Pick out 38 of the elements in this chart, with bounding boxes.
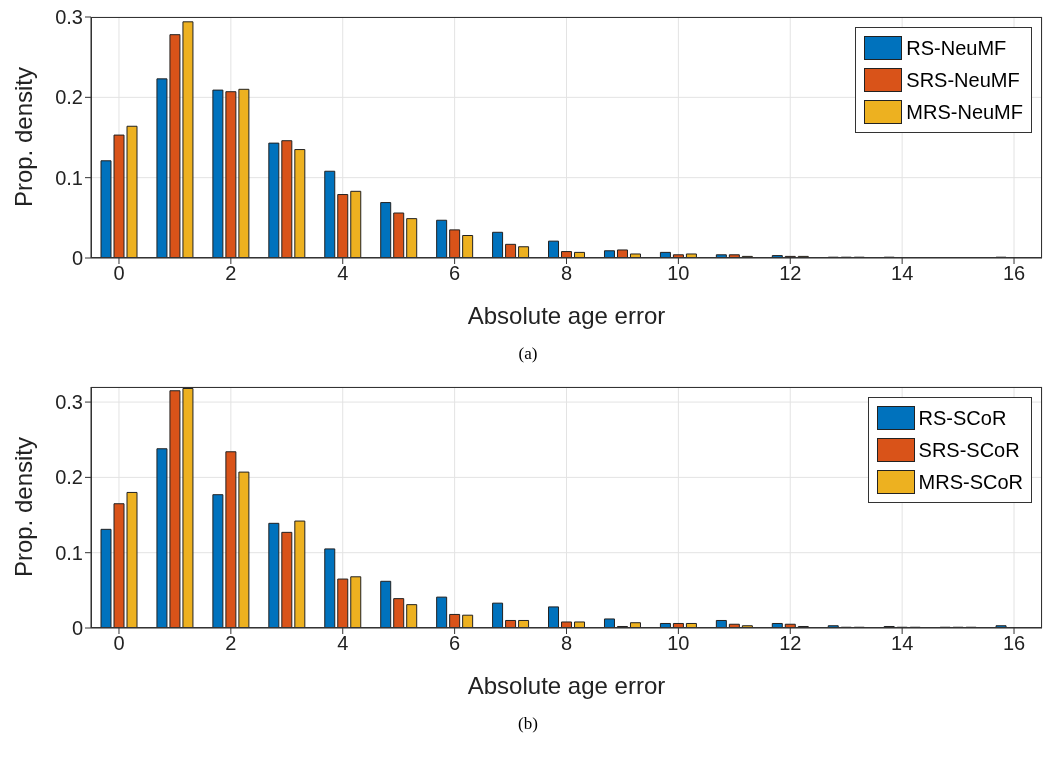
x-tick-label: 10 (667, 262, 690, 285)
x-tick-label: 12 (779, 262, 802, 285)
x-tick-label: 0 (113, 632, 125, 655)
legend-label: RS-NeuMF (906, 36, 1007, 60)
text: (b) (517, 714, 539, 734)
y-tick-label: 0.3 (55, 6, 83, 29)
legend-label: MRS-SCoR (918, 470, 1023, 494)
x-tick-label: 2 (225, 262, 237, 285)
x-tick-label: 16 (1002, 262, 1026, 285)
x-tick-label: 6 (449, 632, 461, 655)
x-tick-label: 12 (779, 632, 802, 655)
x-tick-label: 4 (337, 262, 349, 285)
y-axis-title: Prop. density (10, 437, 38, 578)
y-tick-label: 0.1 (55, 166, 83, 189)
x-tick-label: 0 (113, 262, 125, 285)
y-tick-label: 0.2 (55, 86, 83, 109)
x-axis-title: Absolute age error (467, 672, 666, 699)
x-tick-label: 8 (560, 262, 573, 285)
x-axis-title: Absolute age error (467, 302, 666, 329)
y-tick-label: 0.1 (55, 541, 83, 564)
legend-label: RS-SCoR (918, 406, 1007, 430)
text: (a) (517, 344, 539, 364)
x-tick-label: 6 (449, 262, 461, 285)
y-tick-label: 0.3 (55, 391, 83, 414)
y-tick-label: 0 (71, 617, 83, 640)
y-tick-label: 0.2 (55, 466, 83, 489)
y-axis-title: Prop. density (10, 67, 38, 208)
x-tick-label: 2 (225, 632, 237, 655)
x-tick-label: 10 (667, 632, 690, 655)
x-tick-label: 14 (891, 262, 914, 285)
legend-label: MRS-NeuMF (906, 100, 1023, 124)
x-tick-label: 16 (1002, 632, 1026, 655)
legend-label: SRS-SCoR (918, 438, 1020, 462)
y-tick-label: 0 (71, 247, 83, 270)
legend-label: SRS-NeuMF (906, 68, 1020, 92)
x-tick-label: 14 (891, 632, 914, 655)
x-tick-label: 8 (560, 632, 573, 655)
x-tick-label: 4 (337, 632, 349, 655)
